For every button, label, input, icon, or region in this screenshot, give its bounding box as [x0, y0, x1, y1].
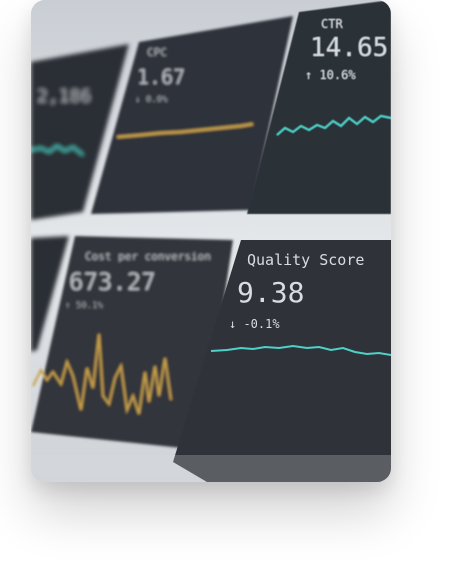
- tile-cost-per-conversion: Cost per conversion 673.27 ↑ 50.1%: [31, 236, 233, 450]
- dashboard-photo: 2,186 CPC 1.67 ↓ 0.0% CTR 14.65 ↑ 10.6% …: [31, 0, 391, 482]
- tile-left-top-value: 2,186: [37, 86, 91, 107]
- tile-ctr-change: ↑ 10.6%: [305, 68, 356, 82]
- tile-cpconv-value: 673.27: [69, 268, 156, 296]
- tile-quality-value: 9.38: [237, 276, 304, 309]
- tile-cpc-change: ↓ 0.0%: [135, 95, 168, 105]
- tile-ctr-value: 14.65: [310, 33, 388, 63]
- tile-quality-score: Quality Score 9.38 ↓ -0.1%: [173, 240, 391, 482]
- tile-cpconv-change: ↑ 50.1%: [65, 301, 104, 311]
- tile-cpc-value: 1.67: [137, 65, 185, 89]
- tile-quality-title: Quality Score: [247, 251, 364, 269]
- monitor-scene: 2,186 CPC 1.67 ↓ 0.0% CTR 14.65 ↑ 10.6% …: [31, 0, 391, 482]
- tile-cpc: CPC 1.67 ↓ 0.0%: [91, 16, 293, 214]
- tile-cpconv-title: Cost per conversion: [85, 250, 211, 263]
- tile-left-middle: [31, 236, 69, 352]
- tile-cpc-title: CPC: [147, 46, 167, 59]
- tile-ctr: CTR 14.65 ↑ 10.6%: [247, 0, 391, 214]
- tile-ctr-title: CTR: [321, 17, 343, 31]
- tile-left-top: 2,186: [31, 44, 129, 220]
- tile-quality-change: ↓ -0.1%: [229, 317, 280, 331]
